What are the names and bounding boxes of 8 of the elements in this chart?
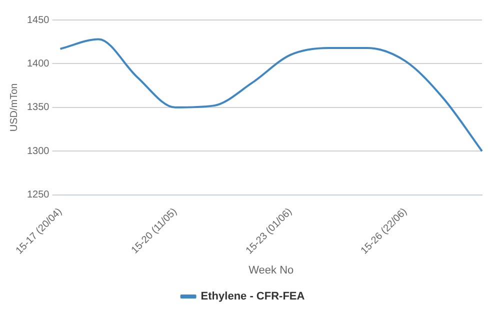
legend-label: Ethylene - CFR-FEA (200, 290, 305, 303)
y-tick-label: 1350 (26, 102, 50, 114)
y-tick-label: 1450 (26, 14, 50, 26)
y-tick-label: 1300 (26, 146, 50, 157)
y-tick-label: 1250 (26, 190, 50, 201)
y-tick-label: 1400 (26, 58, 50, 70)
x-axis-title: Week No (248, 264, 294, 276)
y-axis-title: USD/mTon (8, 83, 20, 132)
